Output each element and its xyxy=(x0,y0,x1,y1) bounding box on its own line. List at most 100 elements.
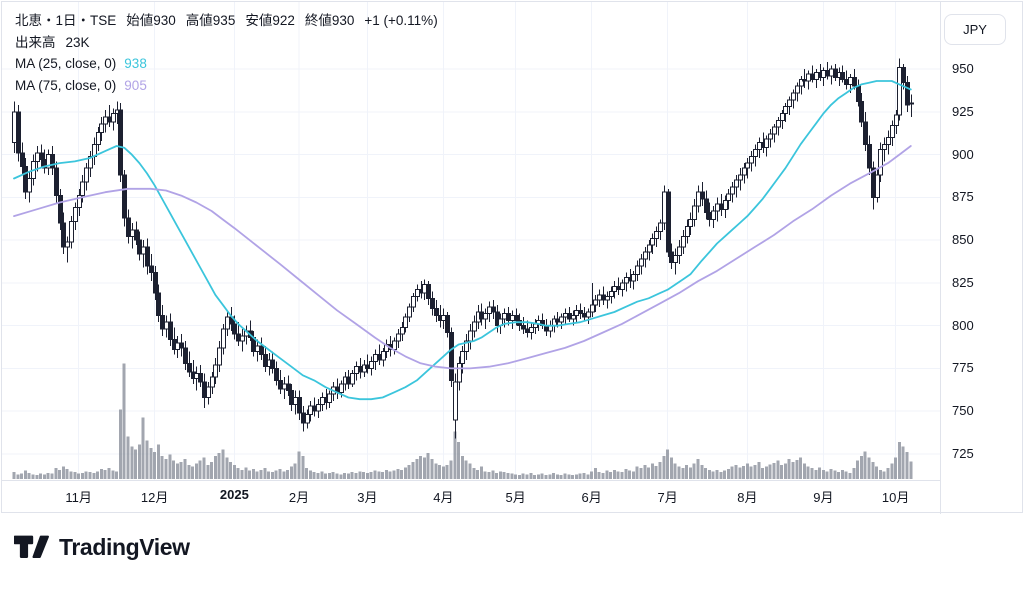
time-axis-label: 8月 xyxy=(737,490,758,505)
volume-bar xyxy=(16,474,20,479)
candle-body-down xyxy=(16,111,21,154)
time-axis[interactable]: 11月 12月 2025 2月 3月 4月 5月 6月 7月 8月 9月 10月 xyxy=(2,2,1022,512)
volume-bar xyxy=(263,468,267,479)
volume-bar xyxy=(624,468,628,479)
volume-bar xyxy=(787,458,791,479)
volume-bar xyxy=(776,460,780,479)
candle-body-up xyxy=(559,316,564,323)
candle-body-up xyxy=(80,181,85,197)
volume-bar xyxy=(316,472,320,479)
candlestick-chart[interactable] xyxy=(2,2,1024,514)
volume-bar xyxy=(441,466,445,479)
volume-bar xyxy=(905,452,909,479)
candle-body-up xyxy=(681,236,686,248)
candle-body-up xyxy=(654,231,659,239)
volume-bar xyxy=(662,455,666,479)
candle-body-up xyxy=(453,381,458,421)
volume-bar xyxy=(61,466,65,479)
volume-bar xyxy=(700,465,704,479)
volume-bar xyxy=(282,471,286,479)
volume-bar xyxy=(145,440,149,479)
volume-bar xyxy=(867,457,871,479)
volume-bar xyxy=(479,466,483,479)
volume-bar xyxy=(453,431,457,479)
ma25-value: 938 xyxy=(124,56,147,71)
volume-bar xyxy=(141,417,145,479)
volume-bar xyxy=(225,457,229,479)
candle-body-down xyxy=(274,367,279,381)
candle-body-up xyxy=(571,314,576,320)
candle-body-up xyxy=(483,313,488,320)
volume-bar xyxy=(829,468,833,479)
candle-body-up xyxy=(210,376,215,388)
volume-bar xyxy=(438,465,442,479)
volume-bar xyxy=(255,471,259,479)
candle-body-up xyxy=(749,155,754,164)
tradingview-attribution[interactable]: TradingView xyxy=(14,533,190,561)
candle-body-down xyxy=(700,191,705,200)
volume-bar xyxy=(411,462,415,479)
candle-body-down xyxy=(901,66,906,84)
volume-bar xyxy=(476,469,480,479)
volume-bar xyxy=(115,471,119,479)
volume-bar xyxy=(795,459,799,479)
volume-bar xyxy=(525,474,529,479)
volume-bar xyxy=(692,463,696,479)
volume-bar xyxy=(548,474,552,479)
volume-bar xyxy=(54,468,58,479)
candle-body-up xyxy=(878,148,883,176)
legend-volume-row[interactable]: 出来高 23K xyxy=(15,32,438,54)
volume-bar xyxy=(818,467,822,479)
candle-body-up xyxy=(339,383,344,393)
time-axis-label: 2月 xyxy=(288,490,310,505)
price-axis[interactable]: 950 925 900 875 850 825 800 775 750 725 xyxy=(2,2,1022,512)
time-axis-label: 6月 xyxy=(581,490,602,505)
candle-body-up xyxy=(400,326,405,335)
legend-ma75-row[interactable]: MA (75, close, 0) 905 xyxy=(15,75,438,97)
volume-bar xyxy=(654,465,658,479)
volume-bar xyxy=(897,442,901,479)
volume-bar xyxy=(122,363,126,479)
volume-bar xyxy=(31,474,35,479)
volume-bar xyxy=(647,467,651,479)
volume-bar xyxy=(890,463,894,479)
candle-body-up xyxy=(768,133,773,140)
currency-button[interactable]: JPY xyxy=(944,14,1006,45)
candle-body-down xyxy=(149,265,154,274)
volume-bar xyxy=(422,457,426,479)
volume-bar xyxy=(631,471,635,479)
volume-bar xyxy=(426,452,430,479)
volume-bar xyxy=(719,472,723,479)
volume-bar xyxy=(578,473,582,479)
candle-body-down xyxy=(270,359,275,369)
candle-body-down xyxy=(445,314,450,333)
legend-symbol-row[interactable]: 北恵・1日・TSE 始値930 高値935 安値922 終値930 +1 (+0… xyxy=(15,10,438,32)
volume-bar xyxy=(707,469,711,479)
candle-body-down xyxy=(286,383,291,392)
legend-ma25-row[interactable]: MA (25, close, 0) 938 xyxy=(15,53,438,75)
volume-bar xyxy=(799,457,803,479)
candle-body-up xyxy=(875,174,880,198)
candle-body-up xyxy=(692,205,697,221)
change-value: +1 (+0.11%) xyxy=(364,13,438,28)
volume-bar xyxy=(415,458,419,479)
volume-bar xyxy=(844,471,848,479)
volume-bar xyxy=(669,457,673,479)
volume-bar xyxy=(483,471,487,479)
volume-bar xyxy=(673,463,677,479)
candle-body-up xyxy=(590,304,595,313)
volume-bar xyxy=(248,470,252,479)
time-axis-label: 12月 xyxy=(140,490,169,505)
volume-value: 23K xyxy=(65,34,90,50)
time-axis-label: 2025 xyxy=(219,487,249,502)
tradingview-logo-icon xyxy=(14,535,49,558)
candle-body-down xyxy=(430,297,435,310)
candle-body-up xyxy=(350,373,355,385)
candle-body-down xyxy=(867,143,872,169)
volume-bar xyxy=(69,471,73,479)
volume-bar xyxy=(365,472,369,479)
volume-bar xyxy=(73,472,77,479)
symbol-title[interactable]: 北恵・1日・TSE xyxy=(15,13,117,28)
volume-bar xyxy=(734,465,738,479)
candle-body-down xyxy=(434,308,439,316)
